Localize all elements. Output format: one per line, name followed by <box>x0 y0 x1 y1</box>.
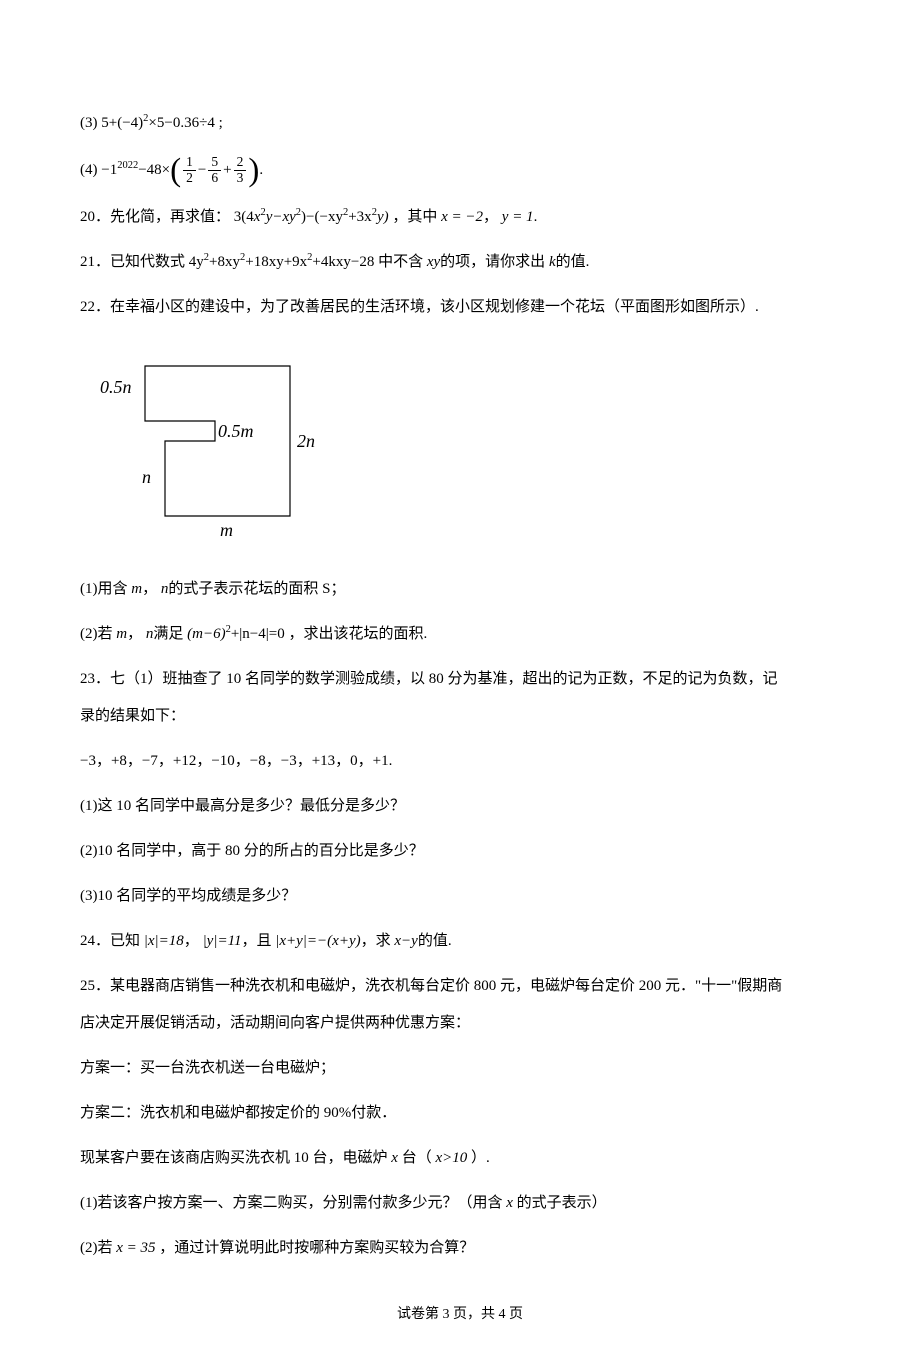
q20-label: 20．先化简，再求值： <box>80 209 230 225</box>
q19-4-expr: −12022−48×(12−56+23). <box>101 162 263 178</box>
q21-label: 21．已知代数式 <box>80 254 185 270</box>
q25-plan1: 方案一：买一台洗衣机送一台电磁炉； <box>80 1055 840 1082</box>
q23-1: (1)这 10 名同学中最高分是多少？最低分是多少？ <box>80 793 840 820</box>
q20-expr: 3(4x2y−xy2)−(−xy2+3x2y) <box>234 209 393 225</box>
diagram-label-2n: 2n <box>297 431 315 451</box>
diagram-label-m: m <box>220 520 233 540</box>
q25-plan2: 方案二：洗衣机和电磁炉都按定价的 90%付款． <box>80 1100 840 1127</box>
q19-3: (3) 5+(−4)2×5−0.36÷4 ; <box>80 110 840 137</box>
flowerbed-outline <box>145 366 290 516</box>
q19-3-label: (3) <box>80 115 98 131</box>
flowerbed-svg: 0.5n 0.5m 2n n m <box>90 351 320 541</box>
q25-cond: 现某客户要在该商店购买洗衣机 10 台，电磁炉 x 台（ x>10 ）. <box>80 1145 840 1172</box>
q22-2: (2)若 m， n满足 (m−6)2+|n−4|=0 ，求出该花坛的面积. <box>80 621 840 648</box>
q19-4: (4) −12022−48×(12−56+23). <box>80 155 840 186</box>
q19-3-expr: 5+(−4)2×5−0.36÷4 ; <box>101 115 223 131</box>
q25-1: (1)若该客户按方案一、方案二购买，分别需付款多少元？（用含 x 的式子表示） <box>80 1190 840 1217</box>
q23-2: (2)10 名同学中，高于 80 分的所占的百分比是多少？ <box>80 838 840 865</box>
q25-intro1: 25．某电器商店销售一种洗衣机和电磁炉，洗衣机每台定价 800 元，电磁炉每台定… <box>80 973 840 1000</box>
diagram-label-05m: 0.5m <box>218 421 254 441</box>
q23-intro2: 录的结果如下： <box>80 703 840 730</box>
diagram-label-n: n <box>142 467 151 487</box>
flowerbed-diagram: 0.5n 0.5m 2n n m <box>90 351 840 551</box>
q24: 24．已知 |x|=18， |y|=11，且 |x+y|=−(x+y)，求 x−… <box>80 928 840 955</box>
q23-intro1: 23．七（1）班抽查了 10 名同学的数学测验成绩，以 80 分为基准，超出的记… <box>80 666 840 693</box>
q23-data: −3，+8，−7，+12，−10，−8，−3，+13，0，+1. <box>80 748 840 775</box>
q22-1: (1)用含 m， n的式子表示花坛的面积 S； <box>80 576 840 603</box>
q25-intro2: 店决定开展促销活动，活动期间向客户提供两种优惠方案： <box>80 1010 840 1037</box>
q23-3: (3)10 名同学的平均成绩是多少？ <box>80 883 840 910</box>
q21: 21．已知代数式 4y2+8xy2+18xy+9x2+4kxy−28 中不含 x… <box>80 249 840 276</box>
q25-2: (2)若 x = 35 ，通过计算说明此时按哪种方案购买较为合算？ <box>80 1235 840 1262</box>
q20: 20．先化简，再求值： 3(4x2y−xy2)−(−xy2+3x2y) ，其中 … <box>80 204 840 231</box>
q19-4-label: (4) <box>80 162 98 178</box>
diagram-label-05n: 0.5n <box>100 377 132 397</box>
q21-expr: 4y2+8xy2+18xy+9x2+4kxy−28 <box>189 254 378 270</box>
q22-2-expr: (m−6)2+|n−4|=0 <box>187 626 288 642</box>
q22-intro: 22．在幸福小区的建设中，为了改善居民的生活环境，该小区规划修建一个花坛（平面图… <box>80 294 840 321</box>
page-footer: 试卷第 3 页，共 4 页 <box>80 1302 840 1327</box>
